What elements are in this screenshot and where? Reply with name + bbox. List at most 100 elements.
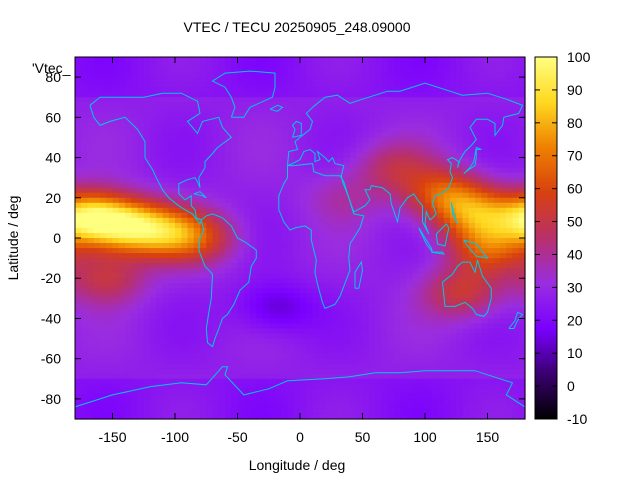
- heatmap-cell: [518, 383, 526, 390]
- heatmap-cell: [250, 62, 257, 68]
- heatmap-cell: [325, 373, 332, 380]
- heatmap-cell: [150, 67, 157, 73]
- heatmap-cell: [437, 238, 445, 244]
- heatmap-cell: [243, 107, 251, 113]
- heatmap-cell: [281, 383, 289, 390]
- heatmap-cell: [406, 87, 414, 93]
- heatmap-cell: [150, 393, 157, 400]
- heatmap-cell: [368, 303, 376, 309]
- heatmap-cell: [368, 192, 376, 199]
- heatmap-cell: [325, 117, 332, 123]
- heatmap-cell: [343, 127, 351, 134]
- heatmap-cell: [137, 117, 145, 123]
- heatmap-cell: [300, 117, 307, 123]
- heatmap-cell: [493, 107, 501, 113]
- heatmap-cell: [312, 152, 320, 159]
- heatmap-cell: [243, 87, 251, 93]
- heatmap-cell: [431, 288, 439, 294]
- heatmap-cell: [375, 353, 382, 360]
- heatmap-cell: [475, 348, 482, 355]
- heatmap-cell: [125, 303, 132, 309]
- heatmap-cell: [206, 172, 214, 179]
- heatmap-cell: [412, 212, 420, 219]
- heatmap-cell: [393, 243, 401, 249]
- heatmap-cell: [343, 388, 351, 395]
- heatmap-cell: [518, 393, 526, 400]
- heatmap-cell: [500, 212, 507, 219]
- heatmap-cell: [268, 177, 276, 184]
- heatmap-cell: [187, 132, 195, 139]
- heatmap-cell: [131, 167, 139, 174]
- heatmap-cell: [175, 67, 182, 73]
- heatmap-cell: [481, 293, 489, 299]
- heatmap-cell: [356, 187, 364, 194]
- heatmap-cell: [275, 207, 282, 214]
- heatmap-cell: [512, 192, 520, 199]
- heatmap-cell: [406, 348, 414, 355]
- heatmap-cell: [406, 273, 414, 279]
- heatmap-cell: [350, 368, 357, 375]
- heatmap-cell: [443, 388, 451, 395]
- heatmap-cell: [481, 253, 489, 259]
- heatmap-cell: [375, 227, 382, 234]
- heatmap-cell: [81, 107, 89, 113]
- heatmap-cell: [493, 152, 501, 159]
- heatmap-cell: [225, 348, 232, 355]
- heatmap-cell: [350, 243, 357, 249]
- heatmap-cell: [175, 298, 182, 304]
- heatmap-cell: [500, 253, 507, 259]
- heatmap-cell: [100, 388, 107, 395]
- heatmap-cell: [100, 232, 107, 239]
- heatmap-cell: [487, 263, 495, 269]
- heatmap-cell: [500, 378, 507, 385]
- heatmap-cell: [462, 298, 470, 304]
- heatmap-cell: [431, 117, 439, 123]
- heatmap-cell: [118, 92, 126, 98]
- heatmap-cell: [181, 373, 189, 380]
- heatmap-cell: [93, 107, 101, 113]
- heatmap-cell: [387, 167, 395, 174]
- heatmap-cell: [218, 187, 226, 194]
- heatmap-cell: [237, 157, 245, 164]
- heatmap-cell: [181, 333, 189, 340]
- heatmap-cell: [150, 288, 157, 294]
- heatmap-cell: [350, 167, 357, 174]
- heatmap-cell: [375, 172, 382, 179]
- heatmap-cell: [406, 192, 414, 199]
- heatmap-cell: [150, 147, 157, 154]
- heatmap-cell: [187, 177, 195, 184]
- heatmap-cell: [218, 172, 226, 179]
- heatmap-cell: [362, 278, 370, 284]
- heatmap-cell: [206, 197, 214, 204]
- heatmap-cell: [200, 112, 207, 118]
- heatmap-cell: [437, 67, 445, 73]
- heatmap-cell: [231, 293, 239, 299]
- heatmap-cell: [87, 298, 95, 304]
- heatmap-cell: [487, 268, 495, 274]
- heatmap-cell: [518, 263, 526, 269]
- heatmap-cell: [118, 338, 126, 345]
- heatmap-cell: [518, 77, 526, 83]
- heatmap-cell: [256, 112, 264, 118]
- heatmap-cell: [368, 248, 376, 254]
- heatmap-cell: [175, 318, 182, 325]
- heatmap-cell: [431, 142, 439, 149]
- heatmap-cell: [512, 258, 520, 264]
- heatmap-cell: [181, 268, 189, 274]
- heatmap-cell: [387, 248, 395, 254]
- heatmap-cell: [200, 202, 207, 209]
- heatmap-cell: [75, 268, 82, 274]
- heatmap-cell: [400, 238, 407, 244]
- heatmap-cell: [137, 343, 145, 350]
- heatmap-cell: [281, 222, 289, 229]
- heatmap-cell: [206, 177, 214, 184]
- heatmap-cell: [418, 72, 426, 78]
- heatmap-cell: [106, 162, 114, 169]
- heatmap-cell: [337, 263, 345, 269]
- heatmap-cell: [431, 162, 439, 169]
- heatmap-cell: [206, 152, 214, 159]
- heatmap-cell: [93, 318, 101, 325]
- heatmap-cell: [356, 117, 364, 123]
- heatmap-cell: [306, 82, 314, 88]
- heatmap-cell: [256, 207, 264, 214]
